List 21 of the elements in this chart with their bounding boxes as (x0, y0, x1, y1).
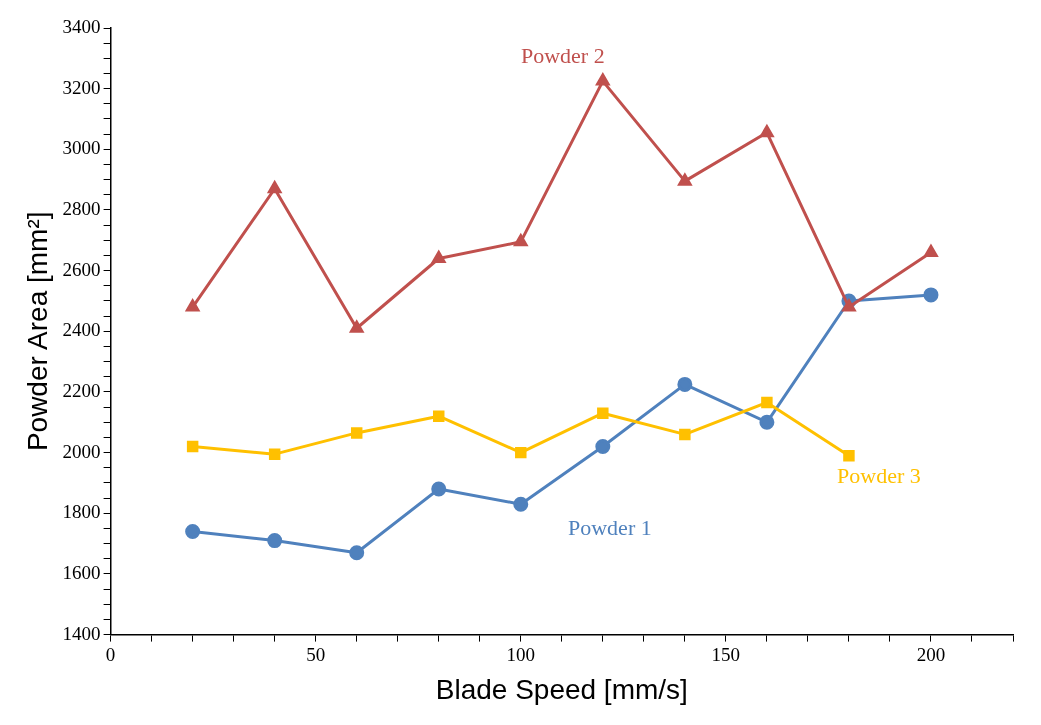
y-tick-label: 1600 (62, 561, 101, 583)
y-axis-title: Powder Area [mm²] (21, 211, 53, 452)
y-tick-label: 2800 (62, 197, 101, 219)
y-tick-label: 2600 (62, 258, 101, 280)
y-tick-label: 2200 (62, 379, 101, 401)
series-label: Powder 1 (568, 515, 652, 541)
y-tick-label: 2400 (62, 319, 101, 341)
series-label: Powder 2 (520, 42, 605, 68)
y-tick-label: 3000 (62, 137, 101, 159)
x-tick-label: 50 (306, 644, 326, 666)
x-tick-label: 150 (711, 644, 741, 666)
y-tick-label: 3200 (62, 76, 101, 98)
y-tick-label: 2000 (62, 440, 101, 462)
x-tick-label: 100 (506, 644, 536, 666)
x-tick-label: 200 (916, 644, 946, 666)
y-tick-label: 3400 (62, 15, 101, 37)
series-label: Powder 3 (837, 463, 921, 489)
x-axis-title: Blade Speed [mm/s] (435, 673, 688, 705)
y-tick-label: 1800 (62, 501, 101, 523)
y-tick-label: 1400 (62, 622, 101, 644)
x-tick-label: 0 (105, 644, 116, 666)
